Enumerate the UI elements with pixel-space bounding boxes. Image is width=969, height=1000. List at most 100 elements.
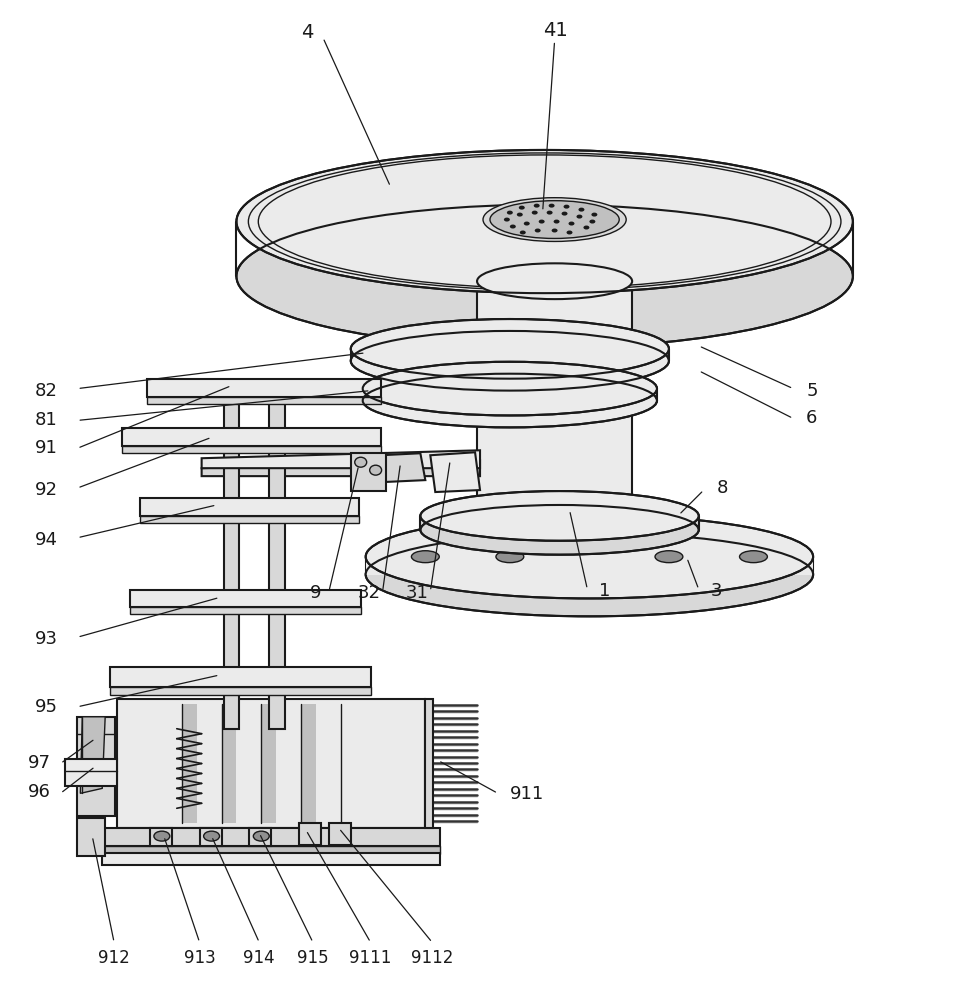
Ellipse shape [576, 215, 581, 219]
Ellipse shape [568, 222, 574, 226]
Bar [261, 704, 276, 823]
Ellipse shape [538, 220, 545, 224]
Polygon shape [351, 349, 669, 361]
Text: 9111: 9111 [349, 949, 391, 967]
Bar [65, 759, 117, 786]
Ellipse shape [351, 331, 669, 391]
Ellipse shape [203, 831, 219, 841]
Ellipse shape [253, 831, 269, 841]
Text: 915: 915 [297, 949, 328, 967]
Ellipse shape [365, 515, 812, 598]
Bar [328, 823, 351, 845]
Ellipse shape [589, 220, 595, 224]
Polygon shape [380, 453, 424, 482]
Polygon shape [202, 450, 480, 468]
Text: 32: 32 [358, 584, 380, 602]
Ellipse shape [561, 212, 567, 216]
Ellipse shape [411, 551, 439, 563]
Ellipse shape [507, 211, 513, 215]
Polygon shape [477, 281, 632, 535]
Text: 41: 41 [543, 21, 568, 40]
Bar [146, 397, 380, 404]
Ellipse shape [582, 226, 589, 230]
Ellipse shape [533, 204, 539, 208]
Text: 911: 911 [510, 785, 544, 803]
Text: 914: 914 [243, 949, 275, 967]
Ellipse shape [548, 204, 554, 208]
Text: 5: 5 [805, 382, 817, 400]
Bar [298, 823, 321, 845]
Bar [200, 828, 221, 846]
Ellipse shape [420, 491, 698, 541]
Text: 96: 96 [27, 783, 50, 801]
Text: 94: 94 [35, 531, 57, 549]
Bar [110, 687, 370, 695]
Ellipse shape [369, 465, 381, 475]
Bar [140, 516, 359, 523]
Text: 91: 91 [35, 439, 57, 457]
Text: 912: 912 [98, 949, 130, 967]
Bar [249, 828, 271, 846]
Bar [181, 704, 197, 823]
Bar [146, 379, 380, 397]
Ellipse shape [351, 319, 669, 379]
Ellipse shape [578, 208, 584, 212]
Text: 95: 95 [35, 698, 57, 716]
Bar [424, 699, 433, 828]
Bar [140, 498, 359, 516]
Ellipse shape [523, 222, 529, 226]
Ellipse shape [738, 551, 766, 563]
Ellipse shape [483, 198, 626, 241]
Ellipse shape [553, 220, 559, 224]
Text: 9: 9 [309, 584, 321, 602]
Ellipse shape [503, 218, 510, 222]
Bar [300, 704, 316, 823]
Ellipse shape [534, 229, 540, 232]
Bar [122, 446, 380, 453]
Ellipse shape [510, 225, 516, 229]
Ellipse shape [531, 211, 537, 215]
Bar [117, 699, 424, 828]
Bar [102, 846, 440, 854]
Bar [130, 607, 360, 614]
Text: 93: 93 [35, 630, 57, 648]
Bar [122, 428, 380, 446]
Bar [150, 828, 172, 846]
Bar [221, 704, 236, 823]
Polygon shape [430, 452, 480, 492]
Ellipse shape [566, 231, 572, 234]
Ellipse shape [591, 213, 597, 217]
Text: 1: 1 [599, 582, 610, 600]
Bar [130, 589, 360, 607]
Ellipse shape [236, 205, 852, 348]
Ellipse shape [477, 517, 632, 553]
Text: 31: 31 [405, 584, 428, 602]
Ellipse shape [362, 374, 656, 427]
Ellipse shape [518, 206, 524, 210]
Ellipse shape [547, 211, 552, 215]
Polygon shape [362, 389, 656, 401]
Polygon shape [365, 557, 812, 575]
Bar [223, 381, 239, 729]
Ellipse shape [355, 457, 366, 467]
Polygon shape [80, 717, 105, 793]
Ellipse shape [495, 551, 523, 563]
Ellipse shape [362, 362, 656, 415]
Text: 81: 81 [35, 411, 57, 429]
Bar [78, 818, 105, 856]
Bar [110, 667, 370, 687]
Ellipse shape [420, 505, 698, 555]
Bar [78, 717, 115, 816]
Text: 6: 6 [805, 409, 817, 427]
Bar [269, 381, 285, 729]
Text: 82: 82 [35, 382, 57, 400]
Bar [102, 853, 440, 865]
Text: 92: 92 [35, 481, 57, 499]
Ellipse shape [516, 213, 522, 217]
Ellipse shape [563, 205, 569, 209]
Text: 4: 4 [300, 23, 313, 42]
Bar [102, 828, 440, 846]
Bar [351, 453, 385, 491]
Ellipse shape [365, 533, 812, 616]
Text: 8: 8 [716, 479, 728, 497]
